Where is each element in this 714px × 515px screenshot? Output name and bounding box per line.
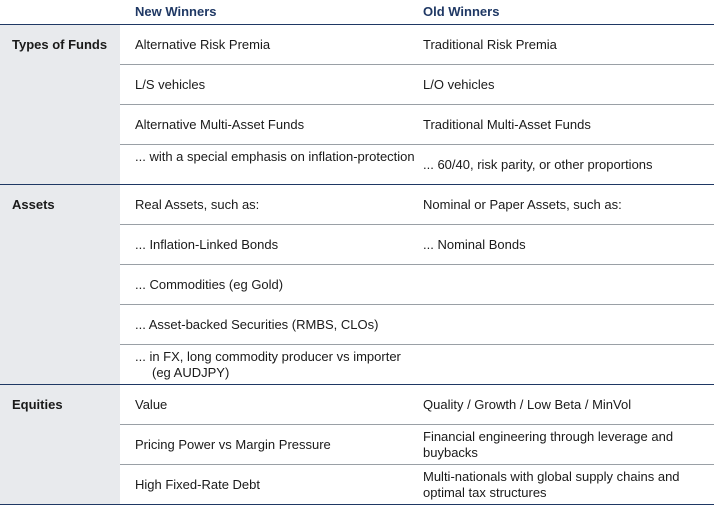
new-winner-cell: Alternative Multi-Asset Funds bbox=[135, 117, 305, 132]
section-types-of-funds: Types of Funds Alternative Risk Premia T… bbox=[0, 24, 714, 184]
table-row: ... with a special emphasis on inflation… bbox=[120, 144, 714, 184]
new-winner-cell: Real Assets, such as: bbox=[135, 197, 260, 212]
table-row: ... Asset-backed Securities (RMBS, CLOs) bbox=[120, 304, 714, 344]
table-bottom-border bbox=[0, 504, 714, 505]
header-old-winners: Old Winners bbox=[423, 4, 500, 19]
new-winner-cell: ... Asset-backed Securities (RMBS, CLOs) bbox=[135, 317, 379, 332]
table-header: New Winners Old Winners bbox=[0, 0, 714, 24]
old-winner-cell: ... 60/40, risk parity, or other proport… bbox=[423, 157, 653, 172]
new-winner-cell: ... in FX, long commodity producer vs im… bbox=[135, 349, 401, 380]
table-row: Equities Value Quality / Growth / Low Be… bbox=[0, 384, 714, 424]
table-row: ... Commodities (eg Gold) bbox=[120, 264, 714, 304]
new-winner-cell: Pricing Power vs Margin Pressure bbox=[135, 437, 331, 452]
section-label: Types of Funds bbox=[12, 37, 108, 52]
section-label-bg bbox=[0, 184, 120, 384]
old-winner-cell: Traditional Multi-Asset Funds bbox=[423, 117, 591, 132]
old-winner-cell: Multi-nationals with global supply chain… bbox=[423, 469, 680, 500]
header-new-winners: New Winners bbox=[135, 4, 217, 19]
old-winner-cell: L/O vehicles bbox=[423, 77, 495, 92]
section-label: Equities bbox=[12, 397, 63, 412]
old-winner-cell: ... Nominal Bonds bbox=[423, 237, 526, 252]
section-label: Assets bbox=[12, 197, 55, 212]
old-winner-cell: Nominal or Paper Assets, such as: bbox=[423, 197, 622, 212]
table-row: ... Inflation-Linked Bonds ... Nominal B… bbox=[120, 224, 714, 264]
old-winner-cell: Financial engineering through leverage a… bbox=[423, 429, 674, 460]
section-assets: Assets Real Assets, such as: Nominal or … bbox=[0, 184, 714, 384]
new-winner-cell: High Fixed-Rate Debt bbox=[135, 477, 260, 492]
table-row: Pricing Power vs Margin Pressure Financi… bbox=[120, 424, 714, 464]
table-row: Types of Funds Alternative Risk Premia T… bbox=[0, 24, 714, 64]
old-winner-cell: Quality / Growth / Low Beta / MinVol bbox=[423, 397, 632, 412]
new-winner-cell: ... Commodities (eg Gold) bbox=[135, 277, 284, 292]
section-equities: Equities Value Quality / Growth / Low Be… bbox=[0, 384, 714, 504]
table-row: Assets Real Assets, such as: Nominal or … bbox=[0, 184, 714, 224]
new-winner-cell: ... Inflation-Linked Bonds bbox=[135, 237, 279, 252]
table-row: High Fixed-Rate Debt Multi-nationals wit… bbox=[120, 464, 714, 504]
section-label-bg bbox=[0, 24, 120, 184]
table-row: Alternative Multi-Asset Funds Traditiona… bbox=[120, 104, 714, 144]
new-winner-cell: L/S vehicles bbox=[135, 77, 206, 92]
section-label-bg bbox=[0, 384, 120, 504]
table-row: ... in FX, long commodity producer vs im… bbox=[120, 344, 714, 384]
new-winner-cell: Alternative Risk Premia bbox=[135, 37, 271, 52]
new-winner-cell: ... with a special emphasis on inflation… bbox=[135, 149, 415, 164]
old-winner-cell: Traditional Risk Premia bbox=[423, 37, 557, 52]
new-winner-cell: Value bbox=[135, 397, 168, 412]
table-row: L/S vehicles L/O vehicles bbox=[120, 64, 714, 104]
